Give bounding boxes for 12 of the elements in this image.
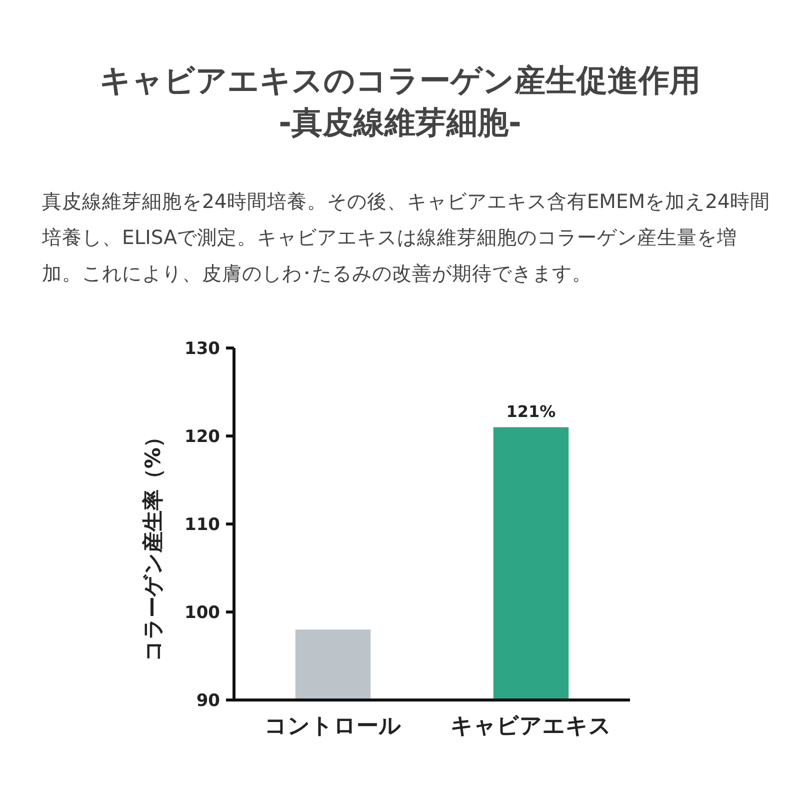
y-tick-label: 90 xyxy=(196,691,220,711)
data-label: 121% xyxy=(506,402,556,422)
y-tick-label: 120 xyxy=(184,427,220,447)
y-axis-title: コラーゲン産生率（%） xyxy=(141,426,165,662)
y-tick-label: 130 xyxy=(184,339,220,359)
text: 真皮線維芽細胞を24時間培養。その後、キャビアエキス含有EMEMを加え24時間培養し、ELISAで測定。キャビアエキスは線維芽細胞のコラーゲン産生量を増加。これにより、皮膚のしわ･たるみの改善が期待できます。 xyxy=(42,189,770,287)
x-tick-label: コントロール xyxy=(264,714,402,739)
y-tick-label: 100 xyxy=(184,603,220,623)
chart-title: キャビアエキスのコラーゲン産生促進作用 xyxy=(98,62,702,101)
x-tick-label: キャビアエキス xyxy=(450,714,612,739)
chart-subtitle: -真皮線維芽細胞- xyxy=(278,104,522,143)
y-tick-label: 110 xyxy=(184,515,220,535)
